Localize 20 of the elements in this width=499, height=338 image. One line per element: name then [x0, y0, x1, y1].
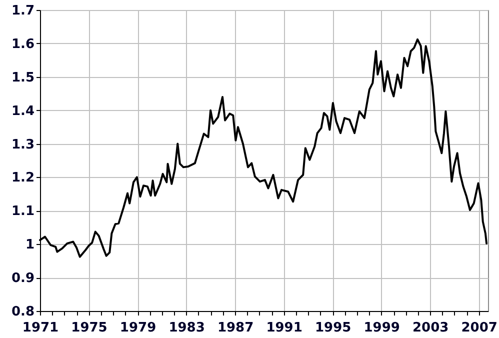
x-tick-label: 1983	[168, 320, 205, 336]
x-tick-label: 1991	[266, 320, 302, 336]
y-tick-label: 1.5	[11, 70, 34, 86]
x-tick-label: 1987	[217, 320, 254, 336]
y-tick-label: 1.3	[11, 137, 34, 152]
y-tick-label: 0.9	[11, 271, 34, 286]
y-tick-label: 0.8	[11, 304, 34, 320]
x-tick-label: 1979	[120, 320, 156, 336]
y-tick-label: 1.4	[11, 104, 34, 119]
y-tick-label: 1.7	[11, 4, 34, 18]
x-tick-label: 1975	[71, 320, 108, 336]
x-tick-label: 1971	[22, 320, 59, 336]
y-tick-label: 1.2	[11, 170, 34, 186]
x-tick-label: 1995	[314, 320, 352, 336]
y-tick-label: 1.6	[11, 36, 34, 52]
x-tick-label: 2007	[461, 320, 498, 336]
x-tick-label: 2003	[412, 320, 449, 336]
y-tick-label: 1.1	[11, 204, 34, 220]
y-tick-label: 1	[25, 238, 34, 253]
x-tick-label: 1999	[364, 320, 400, 336]
